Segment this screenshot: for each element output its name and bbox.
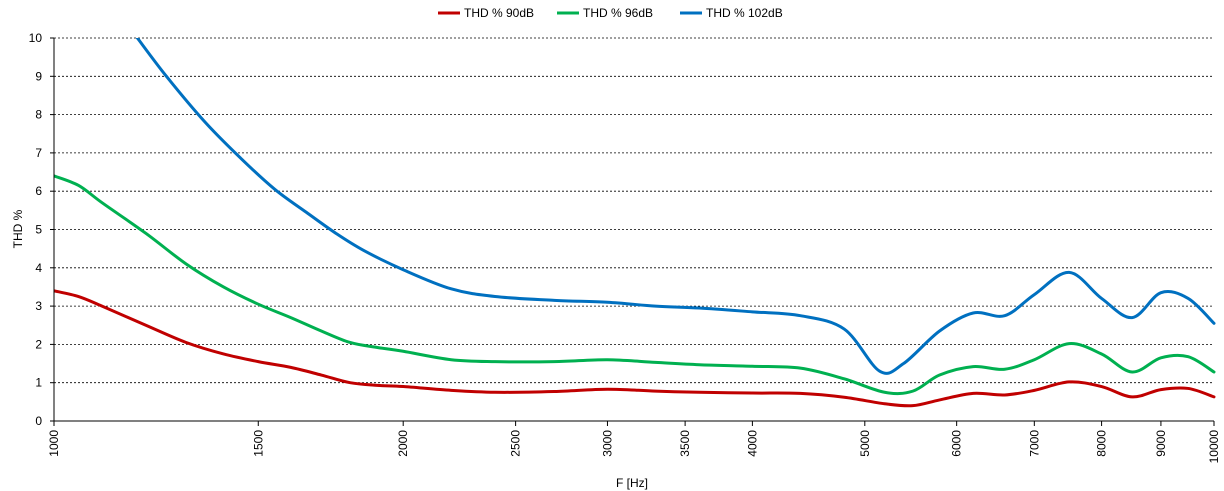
y-axis-title: THD % (11, 209, 25, 248)
series-line-3 (135, 38, 1216, 375)
legend-label: THD % 90dB (464, 6, 534, 20)
y-tick-label: 10 (29, 31, 43, 45)
x-tick-label: 1000 (47, 430, 61, 457)
y-tick-label: 1 (35, 376, 42, 390)
legend-label: THD % 102dB (706, 6, 783, 20)
x-tick-label: 3000 (600, 430, 614, 457)
x-tick-label: 10000 (1207, 430, 1221, 464)
series-line-2 (54, 174, 1216, 396)
grid (54, 37, 1214, 384)
legend-label: THD % 96dB (583, 6, 653, 20)
y-tick-label: 3 (35, 299, 42, 313)
x-tick-label: 9000 (1154, 430, 1168, 457)
series-line-1 (54, 289, 1216, 408)
x-axis-ticks: 1000 1500 2000 2500 3000 3500 4000 5000 6000 7000… (47, 421, 1221, 463)
y-tick-label: 5 (35, 223, 42, 237)
x-tick-label: 2500 (509, 430, 523, 457)
x-tick-label: 5000 (858, 430, 872, 457)
x-tick-label: 4000 (745, 430, 759, 457)
series-group (54, 38, 1216, 408)
y-tick-label: 2 (35, 337, 42, 351)
y-tick-label: 4 (35, 261, 42, 275)
x-tick-label: 8000 (1095, 430, 1109, 457)
x-tick-label: 1500 (251, 430, 265, 457)
y-axis-ticks: 0 1 2 3 4 5 6 7 8 9 10 (29, 31, 54, 428)
x-axis-title: F [Hz] (616, 476, 648, 490)
x-tick-label: 3500 (678, 430, 692, 457)
y-tick-label: 9 (35, 69, 42, 83)
x-tick-label: 6000 (950, 430, 964, 457)
y-tick-label: 6 (35, 184, 42, 198)
y-tick-label: 7 (35, 146, 42, 160)
legend: THD % 90dB THD % 96dB THD % 102dB (438, 6, 783, 20)
x-tick-label: 7000 (1027, 430, 1041, 457)
x-tick-label: 2000 (396, 430, 410, 457)
y-tick-label: 8 (35, 108, 42, 122)
y-tick-label: 0 (35, 414, 42, 428)
